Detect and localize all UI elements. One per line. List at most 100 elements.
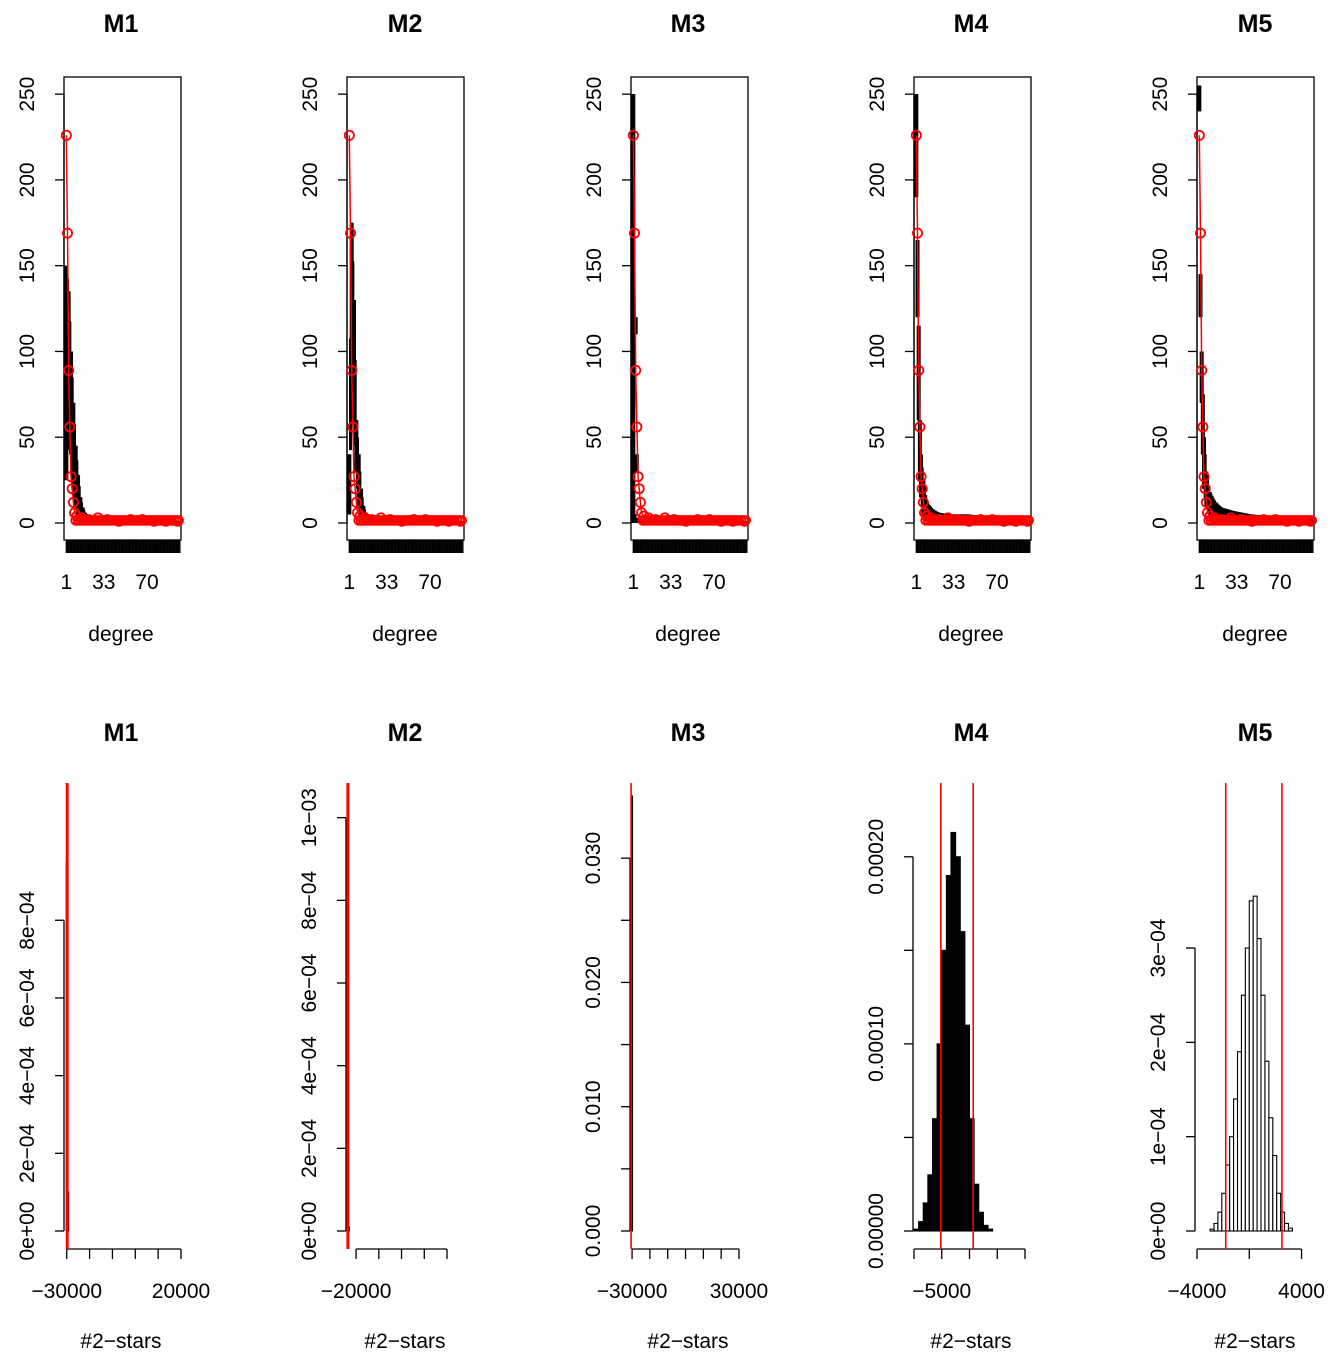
degree-panel-2: M2 0 50 100 150 200 250 1 33 70 degree [299, 10, 467, 646]
observed-series [60, 129, 184, 527]
observed-point [915, 471, 927, 483]
histogram-panel-4: M4 0.00000 0.00010 0.00020 −5000 #2−stars [865, 719, 1026, 1353]
histogram-bar [959, 931, 966, 1232]
histogram-bar [1268, 1117, 1274, 1232]
x-tick-label: −20000 [321, 1280, 392, 1303]
observed-point [917, 496, 929, 508]
y-tick-label: 250 [1149, 77, 1172, 112]
x-tick-label: 1 [627, 571, 639, 594]
observed-point [67, 496, 79, 508]
x-axis-label: degree [372, 623, 437, 646]
panel-title: M5 [1238, 719, 1273, 747]
histogram-bar [950, 831, 957, 1232]
y-tick-label: 100 [299, 334, 322, 369]
y-tick-label: 200 [16, 162, 39, 197]
histogram-bar [913, 1228, 920, 1232]
observed-series [343, 129, 467, 527]
x-axis-label: degree [88, 623, 153, 646]
simulated-series [631, 94, 749, 523]
observed-point [60, 129, 72, 141]
observed-point [633, 483, 645, 495]
panel-title: M3 [671, 10, 706, 38]
y-tick-label: 4e−04 [298, 1036, 321, 1095]
histogram-bar [1217, 1211, 1223, 1232]
panel-title: M1 [104, 10, 139, 38]
x-tick-label: 33 [92, 571, 115, 594]
y-tick-label: 200 [299, 162, 322, 197]
x-tick-label: −30000 [31, 1280, 102, 1303]
x-axis-ticks [632, 540, 748, 553]
panel-title: M5 [1238, 10, 1273, 38]
y-tick-label: 2e−04 [298, 1119, 321, 1178]
simulated-series [64, 265, 182, 523]
y-tick-label: 200 [1149, 162, 1172, 197]
x-tick-label: 33 [375, 571, 398, 594]
y-tick-label: 150 [866, 248, 889, 283]
observed-point [631, 421, 643, 433]
y-tick-label: 8e−04 [298, 871, 321, 930]
observed-point [1306, 515, 1317, 526]
x-axis-ticks [1198, 540, 1314, 553]
x-tick-label: 70 [418, 571, 441, 594]
y-tick-label: 150 [16, 248, 39, 283]
histogram-bar [1229, 1136, 1235, 1232]
histogram-bar [1260, 994, 1266, 1232]
observed-point [627, 129, 639, 141]
observed-point [1196, 364, 1208, 376]
x-axis-label: #2−stars [647, 1330, 728, 1353]
y-tick-label: 250 [583, 77, 606, 112]
y-tick-label: 200 [866, 162, 889, 197]
observed-point [64, 421, 76, 433]
observed-point [914, 421, 926, 433]
observed-line [632, 135, 745, 523]
y-tick-label: 2e−04 [1147, 1013, 1170, 1072]
observed-point [632, 471, 644, 483]
y-tick-label: 100 [583, 334, 606, 369]
x-tick-label: 1 [910, 571, 922, 594]
x-axis-label: #2−stars [930, 1330, 1011, 1353]
x-tick-label: 33 [659, 571, 682, 594]
observed-point [1023, 515, 1034, 526]
histogram-bar [931, 1118, 938, 1232]
y-tick-label: 100 [1149, 334, 1172, 369]
degree-panel-4: M4 0 50 100 150 200 250 1 33 70 degree [866, 10, 1034, 646]
x-tick-label: 1 [1193, 571, 1205, 594]
histogram-bar [1209, 1228, 1215, 1232]
plot-frame [913, 76, 1032, 541]
histogram-bar [973, 1183, 980, 1232]
x-tick-label: 70 [985, 571, 1008, 594]
observed-point [66, 483, 78, 495]
observed-point [343, 129, 355, 141]
y-tick-label: 0.00010 [865, 1006, 888, 1082]
observed-series [1193, 129, 1317, 527]
x-tick-label: −4000 [1168, 1280, 1227, 1303]
histogram-bar [918, 1221, 924, 1232]
x-tick-label: 70 [702, 571, 725, 594]
histogram-bar [987, 1228, 994, 1232]
observed-point [1199, 483, 1211, 495]
histogram-panel-2: M2 0e+00 2e−04 4e−04 6e−04 8e−04 1e−03 −20000 #2… [298, 719, 448, 1353]
panel-title: M4 [954, 719, 989, 747]
observed-point [345, 227, 357, 239]
histogram-bar [945, 874, 952, 1232]
histogram-bar [1264, 1060, 1270, 1232]
observed-point [349, 483, 361, 495]
observed-point [346, 364, 358, 376]
x-tick-label: 30000 [710, 1280, 768, 1303]
observed-point [65, 471, 77, 483]
y-tick-label: 0.030 [582, 832, 605, 885]
y-tick-label: 0.010 [582, 1080, 605, 1133]
observed-point [1197, 421, 1209, 433]
histogram-bar [1240, 994, 1246, 1232]
observed-point [1198, 471, 1210, 483]
observed-point [1195, 227, 1207, 239]
y-tick-label: 1e−04 [1147, 1107, 1170, 1166]
observed-point [913, 364, 925, 376]
histogram-bar [1252, 895, 1258, 1232]
y-tick-label: 250 [16, 77, 39, 112]
y-tick-label: 0 [1149, 517, 1172, 529]
histogram-bar [982, 1224, 989, 1232]
y-tick-label: 250 [866, 77, 889, 112]
y-tick-label: 0e+00 [298, 1202, 321, 1261]
